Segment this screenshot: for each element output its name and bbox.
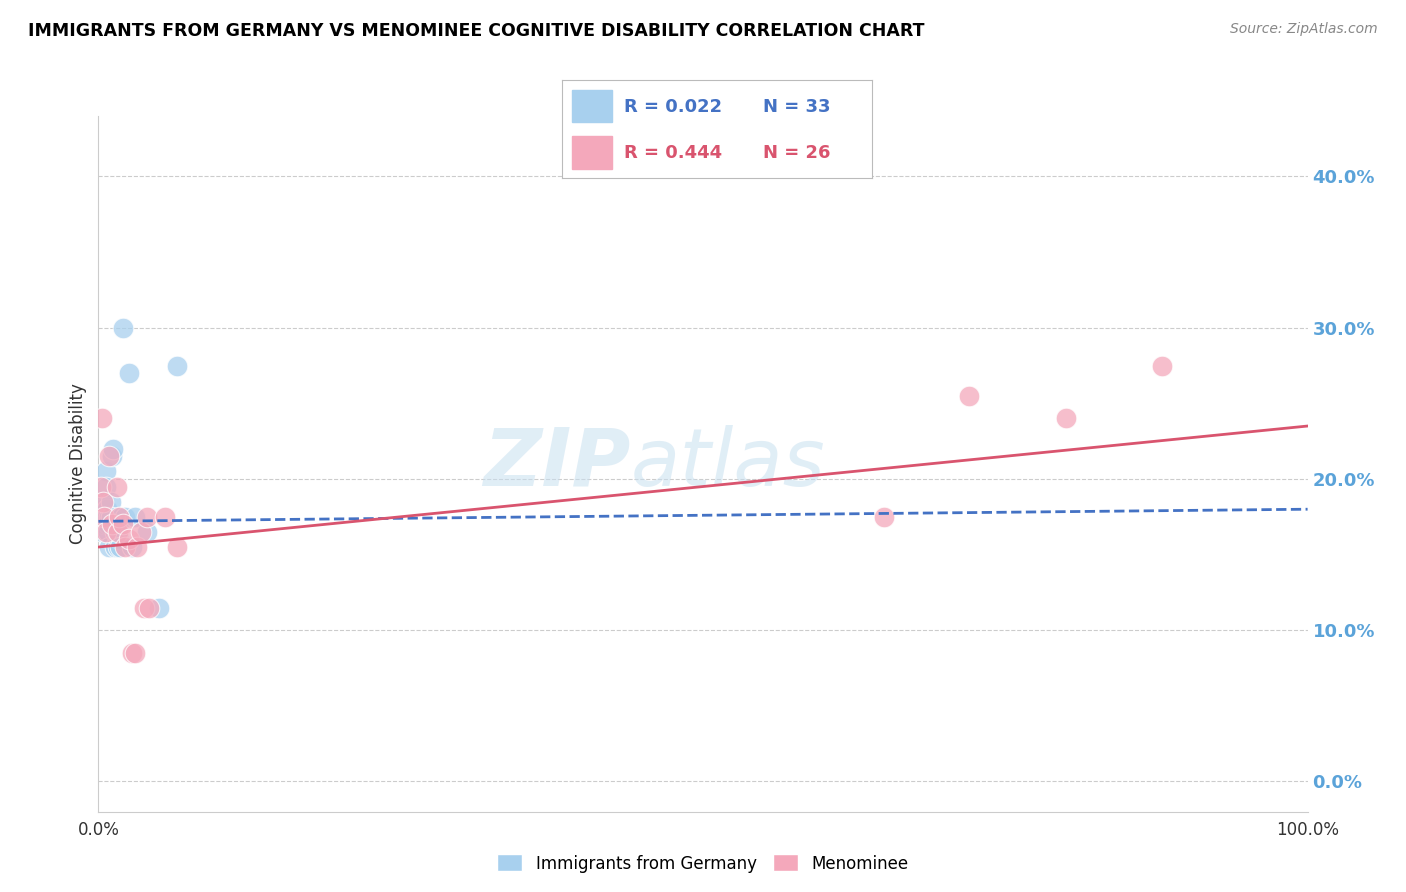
Point: [93, 517, 115, 532]
Point: [93, 509, 115, 524]
Point: [1054, 411, 1077, 425]
FancyBboxPatch shape: [572, 136, 612, 169]
Point: [100, 450, 122, 464]
FancyBboxPatch shape: [572, 90, 612, 122]
Point: [94, 479, 117, 493]
Point: [135, 509, 157, 524]
Point: [135, 524, 157, 539]
Point: [107, 540, 129, 554]
Point: [166, 540, 188, 554]
Point: [105, 479, 128, 493]
Point: [127, 540, 149, 554]
Point: [104, 540, 127, 554]
Point: [97, 524, 120, 539]
Point: [100, 494, 122, 508]
Point: [105, 524, 128, 539]
Point: [96, 509, 118, 524]
Point: [124, 509, 146, 524]
Point: [101, 442, 124, 456]
Point: [94, 524, 117, 539]
Point: [90, 479, 112, 493]
Text: R = 0.444: R = 0.444: [624, 144, 723, 161]
Point: [96, 502, 118, 516]
Point: [111, 517, 134, 532]
Point: [134, 600, 156, 615]
Point: [91, 494, 114, 508]
Point: [129, 524, 152, 539]
Point: [110, 509, 132, 524]
Point: [94, 464, 117, 478]
Point: [97, 517, 120, 532]
Point: [107, 524, 129, 539]
Point: [166, 359, 188, 373]
Point: [873, 509, 896, 524]
Point: [98, 450, 121, 464]
Point: [98, 540, 121, 554]
Point: [114, 509, 136, 524]
Point: [100, 517, 122, 532]
Point: [91, 524, 114, 539]
Text: Source: ZipAtlas.com: Source: ZipAtlas.com: [1230, 22, 1378, 37]
Point: [118, 366, 141, 380]
Point: [108, 540, 131, 554]
Point: [114, 540, 136, 554]
Text: N = 33: N = 33: [763, 98, 831, 116]
Point: [91, 502, 114, 516]
Point: [98, 509, 121, 524]
Point: [93, 494, 115, 508]
Text: R = 0.022: R = 0.022: [624, 98, 723, 116]
Point: [121, 646, 143, 660]
Point: [957, 389, 980, 403]
Text: ZIP: ZIP: [484, 425, 630, 503]
Point: [124, 646, 146, 660]
Y-axis label: Cognitive Disability: Cognitive Disability: [69, 384, 87, 544]
Text: atlas: atlas: [630, 425, 825, 503]
Point: [90, 509, 112, 524]
Point: [108, 509, 131, 524]
Point: [153, 509, 176, 524]
Legend: Immigrants from Germany, Menominee: Immigrants from Germany, Menominee: [491, 847, 915, 880]
Point: [121, 540, 143, 554]
Point: [100, 509, 122, 524]
Point: [118, 533, 141, 547]
Point: [108, 533, 131, 547]
Text: N = 26: N = 26: [763, 144, 831, 161]
Point: [148, 600, 170, 615]
Point: [91, 411, 114, 425]
Point: [103, 517, 125, 532]
Point: [111, 320, 134, 334]
Text: IMMIGRANTS FROM GERMANY VS MENOMINEE COGNITIVE DISABILITY CORRELATION CHART: IMMIGRANTS FROM GERMANY VS MENOMINEE COG…: [28, 22, 925, 40]
Point: [1152, 359, 1174, 373]
Point: [138, 600, 160, 615]
Point: [104, 524, 127, 539]
